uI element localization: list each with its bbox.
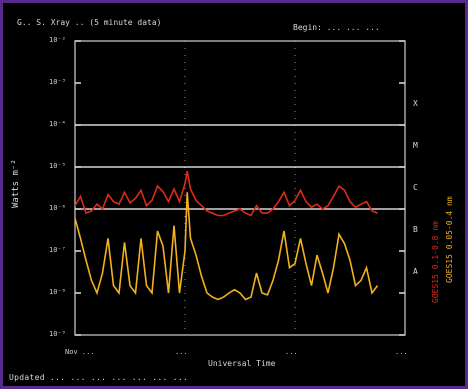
chart-footer: Updated ... ... ... ... ... ... ... (9, 373, 189, 382)
y-tick-label: 10⁻⁴ (49, 120, 66, 128)
chart-title: G.. S. Xray .. (5 minute data) (17, 18, 162, 27)
flare-class-label: C (413, 183, 418, 192)
y-tick-label: 10⁻² (49, 36, 66, 44)
series-line-1 (74, 192, 379, 301)
plot-border (74, 40, 406, 336)
y-axis-label: Watts m⁻² (11, 159, 21, 208)
flare-class-label: X (413, 99, 418, 108)
y-tick-label: 10⁻⁶ (49, 204, 66, 212)
legend-entry: GOES15 0.05-0.4 nm (445, 196, 454, 283)
y-tick-label: 10⁻⁵ (49, 162, 66, 170)
y-tick-label: 10⁻⁸ (49, 288, 66, 296)
chart-canvas (74, 40, 406, 336)
legend-entry: GOES15 0.1-0.8 nm (431, 221, 440, 303)
flare-class-label: A (413, 267, 418, 276)
series-line-0 (74, 170, 378, 217)
y-tick-label: 10⁻³ (49, 78, 66, 86)
flare-class-label: M (413, 141, 418, 150)
x-tick-label: Nov ... (65, 348, 95, 356)
x-tick-label: ... (285, 348, 298, 356)
x-axis-label: Universal Time (208, 359, 276, 368)
flare-class-label: B (413, 225, 418, 234)
x-tick-label: ... (175, 348, 188, 356)
x-tick-label: ... (395, 348, 408, 356)
y-tick-label: 10⁻⁷ (49, 246, 66, 254)
y-tick-label: 10⁻⁹ (49, 330, 66, 338)
chart-subtitle: Begin: ... ... ... (293, 23, 380, 32)
